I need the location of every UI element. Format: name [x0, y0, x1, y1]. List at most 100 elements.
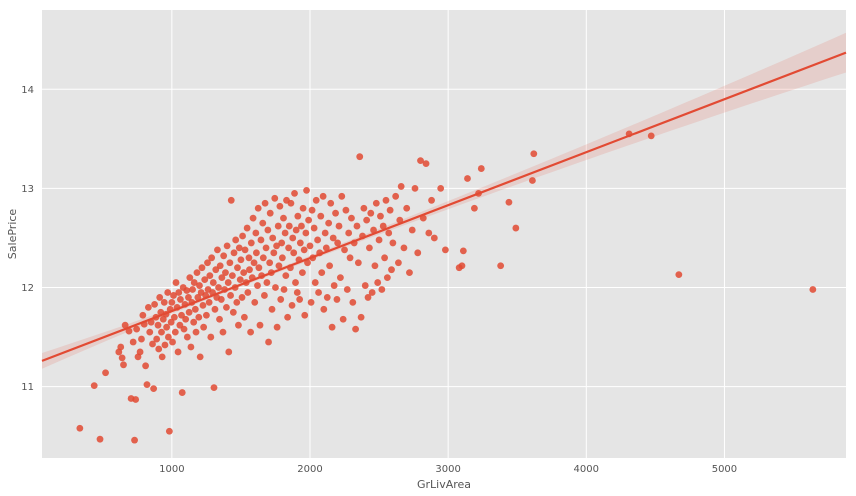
data-point [428, 196, 435, 204]
data-point [411, 185, 419, 192]
data-point [129, 338, 137, 346]
data-point [266, 209, 274, 217]
data-point [236, 276, 244, 283]
data-point [322, 244, 330, 252]
data-point [312, 196, 320, 204]
data-point [292, 279, 299, 286]
data-point [251, 298, 259, 306]
data-point [497, 262, 505, 270]
data-point [363, 216, 371, 224]
data-point [430, 234, 438, 242]
data-point [304, 259, 311, 267]
data-point [259, 219, 267, 227]
data-point [278, 254, 286, 262]
data-point [287, 199, 295, 207]
data-point [201, 276, 209, 283]
data-point [180, 325, 188, 333]
data-point [235, 321, 242, 329]
data-point [338, 192, 346, 200]
data-point [809, 286, 817, 293]
data-point [311, 279, 319, 286]
data-point [217, 296, 225, 303]
data-point [333, 296, 341, 303]
data-point [378, 286, 386, 293]
data-point [227, 196, 235, 204]
data-point [164, 289, 172, 296]
data-point [437, 185, 445, 192]
data-point [512, 224, 520, 232]
y-axis-label: SalePrice [6, 209, 19, 260]
data-point [342, 206, 350, 214]
data-point [274, 222, 282, 230]
x-tick-label: 3000 [435, 464, 460, 475]
x-tick-label: 2000 [297, 464, 322, 475]
data-point [182, 315, 190, 323]
data-point [237, 256, 245, 264]
data-point [265, 338, 272, 346]
data-point [325, 219, 333, 227]
data-point [232, 236, 240, 244]
data-point [293, 289, 301, 296]
data-point [335, 222, 343, 230]
data-point [235, 244, 243, 252]
data-point [238, 294, 246, 301]
data-point [156, 294, 164, 301]
data-point [364, 294, 372, 301]
data-point [281, 229, 289, 237]
data-point [329, 234, 337, 242]
data-point [275, 262, 283, 270]
data-point [266, 259, 274, 267]
y-tick-label: 12 [21, 283, 34, 294]
data-point [150, 385, 158, 393]
data-point [284, 313, 292, 321]
data-point [228, 272, 236, 280]
data-point [406, 269, 413, 277]
data-point [352, 325, 359, 333]
data-point [159, 315, 167, 323]
data-point [367, 209, 375, 217]
data-point [257, 236, 265, 244]
data-point [459, 247, 467, 255]
data-point [356, 153, 364, 161]
data-point [244, 289, 252, 296]
data-point [167, 318, 175, 326]
data-point [229, 308, 237, 316]
data-point [222, 269, 229, 277]
data-point [158, 353, 166, 361]
data-point [199, 301, 207, 309]
data-point [178, 389, 186, 396]
data-point [133, 325, 141, 333]
data-point [425, 229, 433, 237]
data-point [161, 341, 169, 349]
x-axis-label: GrLivArea [417, 478, 471, 491]
data-point [303, 186, 310, 194]
data-point [296, 296, 304, 303]
data-point [354, 259, 362, 267]
data-point [320, 305, 328, 313]
data-point [270, 249, 278, 257]
y-tick-label: 13 [21, 184, 34, 195]
data-point [289, 234, 297, 242]
data-point [206, 272, 214, 280]
data-point [389, 239, 397, 247]
data-point [172, 279, 180, 286]
data-point [252, 229, 260, 237]
data-point [301, 311, 309, 319]
data-point [464, 175, 471, 182]
data-point [254, 204, 262, 212]
data-point [388, 266, 395, 274]
data-point [230, 249, 238, 257]
data-point [396, 216, 404, 224]
data-point [264, 226, 272, 234]
data-point [296, 239, 304, 247]
data-point [243, 224, 251, 232]
data-points [76, 130, 817, 444]
data-point [343, 286, 351, 293]
data-point [187, 343, 195, 351]
data-point [330, 282, 338, 289]
data-point [171, 328, 179, 336]
x-tick-label: 1000 [159, 464, 184, 475]
data-point [366, 244, 373, 252]
data-point [96, 435, 104, 443]
data-point [247, 328, 254, 336]
